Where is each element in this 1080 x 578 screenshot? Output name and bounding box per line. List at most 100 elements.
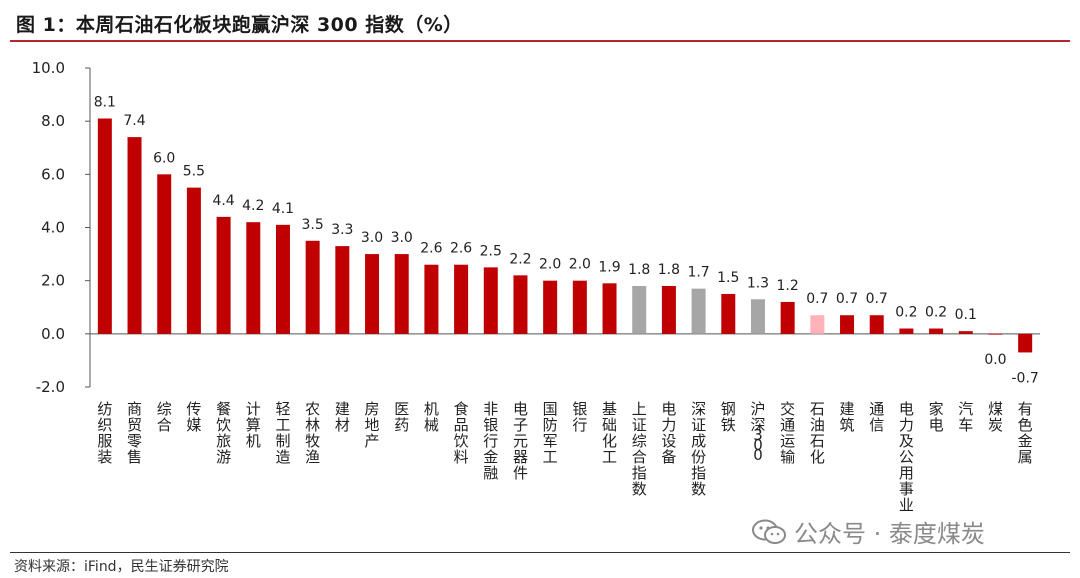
category-label: 钢铁: [721, 400, 736, 434]
data-label: 3.0: [391, 230, 413, 246]
data-label: 2.2: [509, 251, 531, 267]
category-label: 建筑: [840, 400, 855, 434]
data-label: 3.3: [331, 222, 353, 238]
data-label: 4.1: [272, 201, 294, 217]
data-label: 0.7: [806, 291, 828, 307]
category-label: 深证成份指数: [691, 400, 706, 498]
data-label: 4.4: [212, 193, 234, 209]
bar: [305, 240, 320, 334]
bar: [216, 216, 231, 334]
bar: [424, 264, 439, 334]
category-label: 传媒: [186, 400, 201, 434]
data-label: 8.1: [94, 95, 116, 111]
category-label: 国防军工: [543, 400, 558, 466]
data-label: 1.2: [777, 278, 799, 294]
data-label: 1.7: [687, 265, 709, 281]
category-label: 家电: [929, 400, 944, 434]
bar: [275, 224, 290, 334]
data-label: 0.2: [895, 305, 917, 321]
bar: [929, 328, 944, 334]
data-label: 0.1: [955, 307, 977, 323]
data-label: 1.3: [747, 275, 769, 291]
bar: [810, 315, 825, 334]
footer-divider: [10, 552, 1070, 553]
title-divider: [10, 40, 1070, 42]
category-label: 电力设备: [661, 400, 676, 466]
data-label: 1.9: [598, 259, 620, 275]
bar: [483, 267, 498, 334]
bars: [97, 118, 1033, 353]
bar: [127, 137, 142, 334]
wechat-icon: [752, 519, 786, 544]
data-label: 0.7: [866, 291, 888, 307]
bar: [186, 187, 201, 334]
bar: [365, 254, 380, 334]
bar: [988, 333, 1003, 335]
data-label: 1.8: [628, 262, 650, 278]
category-label: 房地产: [365, 400, 380, 450]
category-label: 通信: [869, 400, 884, 434]
page-title: 图 1：本周石油石化板块跑赢沪深 300 指数（%）: [16, 14, 463, 36]
category-label: 机械: [424, 400, 439, 434]
category-label: 计算机: [246, 400, 261, 450]
category-label: 综合: [157, 400, 172, 434]
data-label: 2.6: [450, 241, 472, 257]
bar-chart: 10.0 8.0 6.0 4.0 2.0 0.0 -2.0 8.1 7.4 6.0 5.5 4.4 4…: [32, 59, 1040, 514]
bar: [157, 174, 172, 334]
y-tick-label: 4.0: [41, 219, 65, 237]
data-label: 3.5: [302, 217, 324, 233]
bar: [543, 280, 558, 334]
y-tick-label: 2.0: [41, 272, 65, 290]
bar: [899, 328, 914, 334]
category-labels: 纺织服装商贸零售综合传媒餐饮旅游计算机轻工制造农林牧渔建材房地产医药机械食品饮料…: [97, 400, 1032, 514]
category-label: 纺织服装: [97, 400, 112, 466]
bar: [1018, 333, 1033, 353]
data-label: 0.0: [984, 352, 1006, 368]
bar: [750, 299, 765, 334]
bar: [840, 315, 855, 334]
category-label: 有色金属: [1018, 400, 1033, 466]
y-tick-label: 6.0: [41, 165, 65, 183]
category-label: 上证综合指数: [632, 400, 647, 498]
category-label: 食品饮料: [454, 400, 469, 466]
watermark: 公众号 · 泰度煤炭: [752, 514, 985, 549]
category-label: 电力及公用事业: [899, 400, 914, 514]
bar: [869, 315, 884, 334]
source-note: 资料来源：iFind，民生证券研究院: [14, 559, 229, 575]
bar: [572, 280, 587, 334]
data-label: 3.0: [361, 230, 383, 246]
category-label: 汽车: [958, 400, 973, 434]
category-label: 农林牧渔: [305, 400, 320, 466]
bar: [691, 288, 706, 334]
data-label: 7.4: [123, 113, 145, 129]
data-label: 0.2: [925, 305, 947, 321]
category-label: 建材: [335, 400, 350, 434]
category-label: 交通运输: [780, 400, 795, 466]
category-label: 煤炭: [988, 400, 1003, 434]
category-label: 医药: [394, 400, 409, 434]
data-label: 4.2: [242, 198, 264, 214]
watermark-text: 公众号 · 泰度煤炭: [794, 520, 985, 548]
bar: [958, 331, 973, 334]
y-axis: 10.0 8.0 6.0 4.0 2.0 0.0 -2.0: [32, 59, 1040, 396]
y-tick-label: 10.0: [32, 59, 65, 77]
bar: [246, 222, 261, 334]
category-label: 非银行金融: [483, 400, 498, 482]
data-label: -0.7: [1011, 370, 1038, 386]
bar: [602, 283, 617, 334]
bar: [661, 285, 676, 334]
category-label: 轻工制造: [275, 400, 290, 466]
data-label: 5.5: [183, 164, 205, 180]
category-label: 餐饮旅游: [216, 400, 231, 466]
data-labels: 8.1 7.4 6.0 5.5 4.4 4.2 4.1 3.5 3.3 3.0 3.0 2.6 2.6 2…: [94, 95, 1039, 387]
data-label: 2.6: [420, 241, 442, 257]
y-tick-label: 0.0: [41, 325, 65, 343]
data-label: 6.0: [153, 150, 175, 166]
category-label: 银行: [572, 400, 587, 434]
bar: [513, 275, 528, 334]
data-label: 1.5: [717, 270, 739, 286]
bar: [335, 246, 350, 334]
y-tick-label: -2.0: [36, 378, 65, 396]
data-label: 0.7: [836, 291, 858, 307]
category-label: 沪深 3 0 0: [750, 400, 765, 464]
